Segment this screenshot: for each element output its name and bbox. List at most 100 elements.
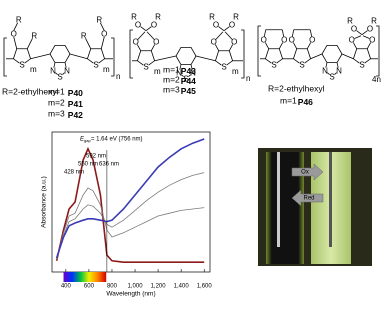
atom-label: N bbox=[50, 66, 56, 75]
atom-bg bbox=[212, 21, 220, 28]
atom-bg bbox=[31, 32, 38, 39]
atom-bg bbox=[182, 75, 190, 82]
plot-frame bbox=[51, 131, 211, 273]
atom-label: R bbox=[16, 15, 22, 24]
y-axis-label: Absorbance (a.u.) bbox=[41, 176, 48, 228]
subscript: m bbox=[232, 67, 239, 76]
peak-label: 428 nm bbox=[64, 170, 84, 176]
thiophene-ring bbox=[292, 48, 312, 66]
x-tick-label: 600 bbox=[84, 284, 95, 290]
peak-label: 636 nm bbox=[99, 162, 119, 168]
atom-label: O bbox=[153, 37, 159, 46]
atom-label: N bbox=[336, 66, 342, 75]
atom-label: S bbox=[359, 61, 364, 70]
atom-bg bbox=[348, 36, 355, 43]
ox-label: Ox bbox=[301, 170, 309, 176]
atom-bg bbox=[220, 63, 228, 71]
polymer-m: m=1 bbox=[163, 64, 180, 74]
red-label: Red bbox=[303, 196, 314, 202]
atom-bg bbox=[142, 63, 150, 71]
atom-label: R bbox=[31, 31, 37, 40]
atom-label: S bbox=[299, 61, 304, 70]
atom-bg bbox=[80, 32, 87, 39]
polymer-name: P40 bbox=[68, 88, 83, 98]
bracket bbox=[111, 37, 115, 77]
atom-bg bbox=[210, 38, 217, 45]
x-tick-label: 1,600 bbox=[197, 284, 213, 290]
egap-subscript: gap bbox=[84, 138, 91, 143]
atom-bg bbox=[358, 61, 366, 69]
subscript: 4n bbox=[372, 75, 381, 84]
bond bbox=[195, 55, 216, 62]
ox-arrow bbox=[291, 163, 324, 181]
atom-bg bbox=[18, 61, 26, 69]
atom-label: R bbox=[371, 16, 377, 25]
bond bbox=[99, 22, 105, 31]
bond bbox=[100, 36, 105, 49]
atom-bg bbox=[346, 17, 354, 24]
atom-label: N bbox=[190, 68, 196, 77]
atom-label: O bbox=[367, 24, 373, 33]
bond bbox=[85, 38, 92, 49]
structure-caption: R=2-ethylhexyl bbox=[2, 86, 59, 96]
atom-label: R bbox=[131, 12, 137, 21]
bond bbox=[341, 53, 354, 60]
atom-bg bbox=[335, 67, 343, 74]
atom-label: O bbox=[151, 20, 157, 29]
subscript: n bbox=[246, 74, 250, 83]
x-tick-label: 400 bbox=[61, 284, 72, 290]
polymer-name: P44 bbox=[181, 76, 196, 86]
spectrum-line bbox=[56, 187, 205, 260]
atom-label: S bbox=[329, 72, 334, 81]
atom-bg bbox=[63, 67, 71, 74]
egap-symbol: E bbox=[80, 137, 85, 143]
atom-label: O bbox=[261, 35, 267, 44]
atom-bg bbox=[228, 21, 236, 28]
polymer-m: m=3 bbox=[163, 84, 180, 94]
atom-label: O bbox=[281, 35, 287, 44]
polymer-name: P41 bbox=[68, 99, 83, 109]
atom-bg bbox=[150, 21, 158, 28]
thiophene-ring bbox=[86, 48, 106, 66]
subscript: m bbox=[103, 65, 110, 74]
atom-label: O bbox=[351, 24, 357, 33]
thiophene-ring bbox=[136, 50, 156, 68]
polymer-name: P46 bbox=[298, 97, 313, 107]
subscript: m bbox=[30, 65, 37, 74]
atom-label: N bbox=[322, 66, 328, 75]
peak-label: 550 nm bbox=[78, 162, 98, 168]
bond bbox=[13, 22, 19, 31]
atom-bg bbox=[134, 21, 142, 28]
spectrum-line bbox=[55, 138, 205, 259]
atom-label: O bbox=[11, 29, 17, 38]
atom-bg bbox=[15, 16, 22, 23]
electrode bbox=[329, 152, 332, 247]
spectrum-bar bbox=[63, 272, 107, 282]
bond bbox=[69, 53, 88, 60]
bracket bbox=[257, 25, 261, 77]
atom-bg bbox=[281, 36, 288, 43]
atom-label: S bbox=[221, 63, 226, 72]
bracket bbox=[376, 25, 380, 77]
polymer-m: m=1 bbox=[280, 95, 297, 105]
x-tick-label: 1,000 bbox=[128, 284, 144, 290]
bracket bbox=[129, 29, 133, 79]
atom-bg bbox=[208, 13, 216, 20]
atom-label: O bbox=[309, 35, 315, 44]
atom-bg bbox=[56, 73, 64, 80]
benzene-ring bbox=[175, 46, 197, 66]
bond bbox=[310, 53, 323, 60]
atom-label: R bbox=[155, 12, 161, 21]
atom-label: O bbox=[101, 29, 107, 38]
atom-bg bbox=[288, 36, 295, 43]
atom-bg bbox=[270, 61, 278, 69]
atom-bg bbox=[132, 38, 139, 45]
thiophene-ring bbox=[214, 50, 234, 68]
atom-bg bbox=[369, 36, 376, 43]
spectrum-line bbox=[56, 172, 205, 260]
atom-bg bbox=[231, 38, 238, 45]
atom-label: R bbox=[233, 12, 239, 21]
thiophene-ring bbox=[12, 48, 32, 66]
polymer-m: m=2 bbox=[163, 74, 180, 84]
